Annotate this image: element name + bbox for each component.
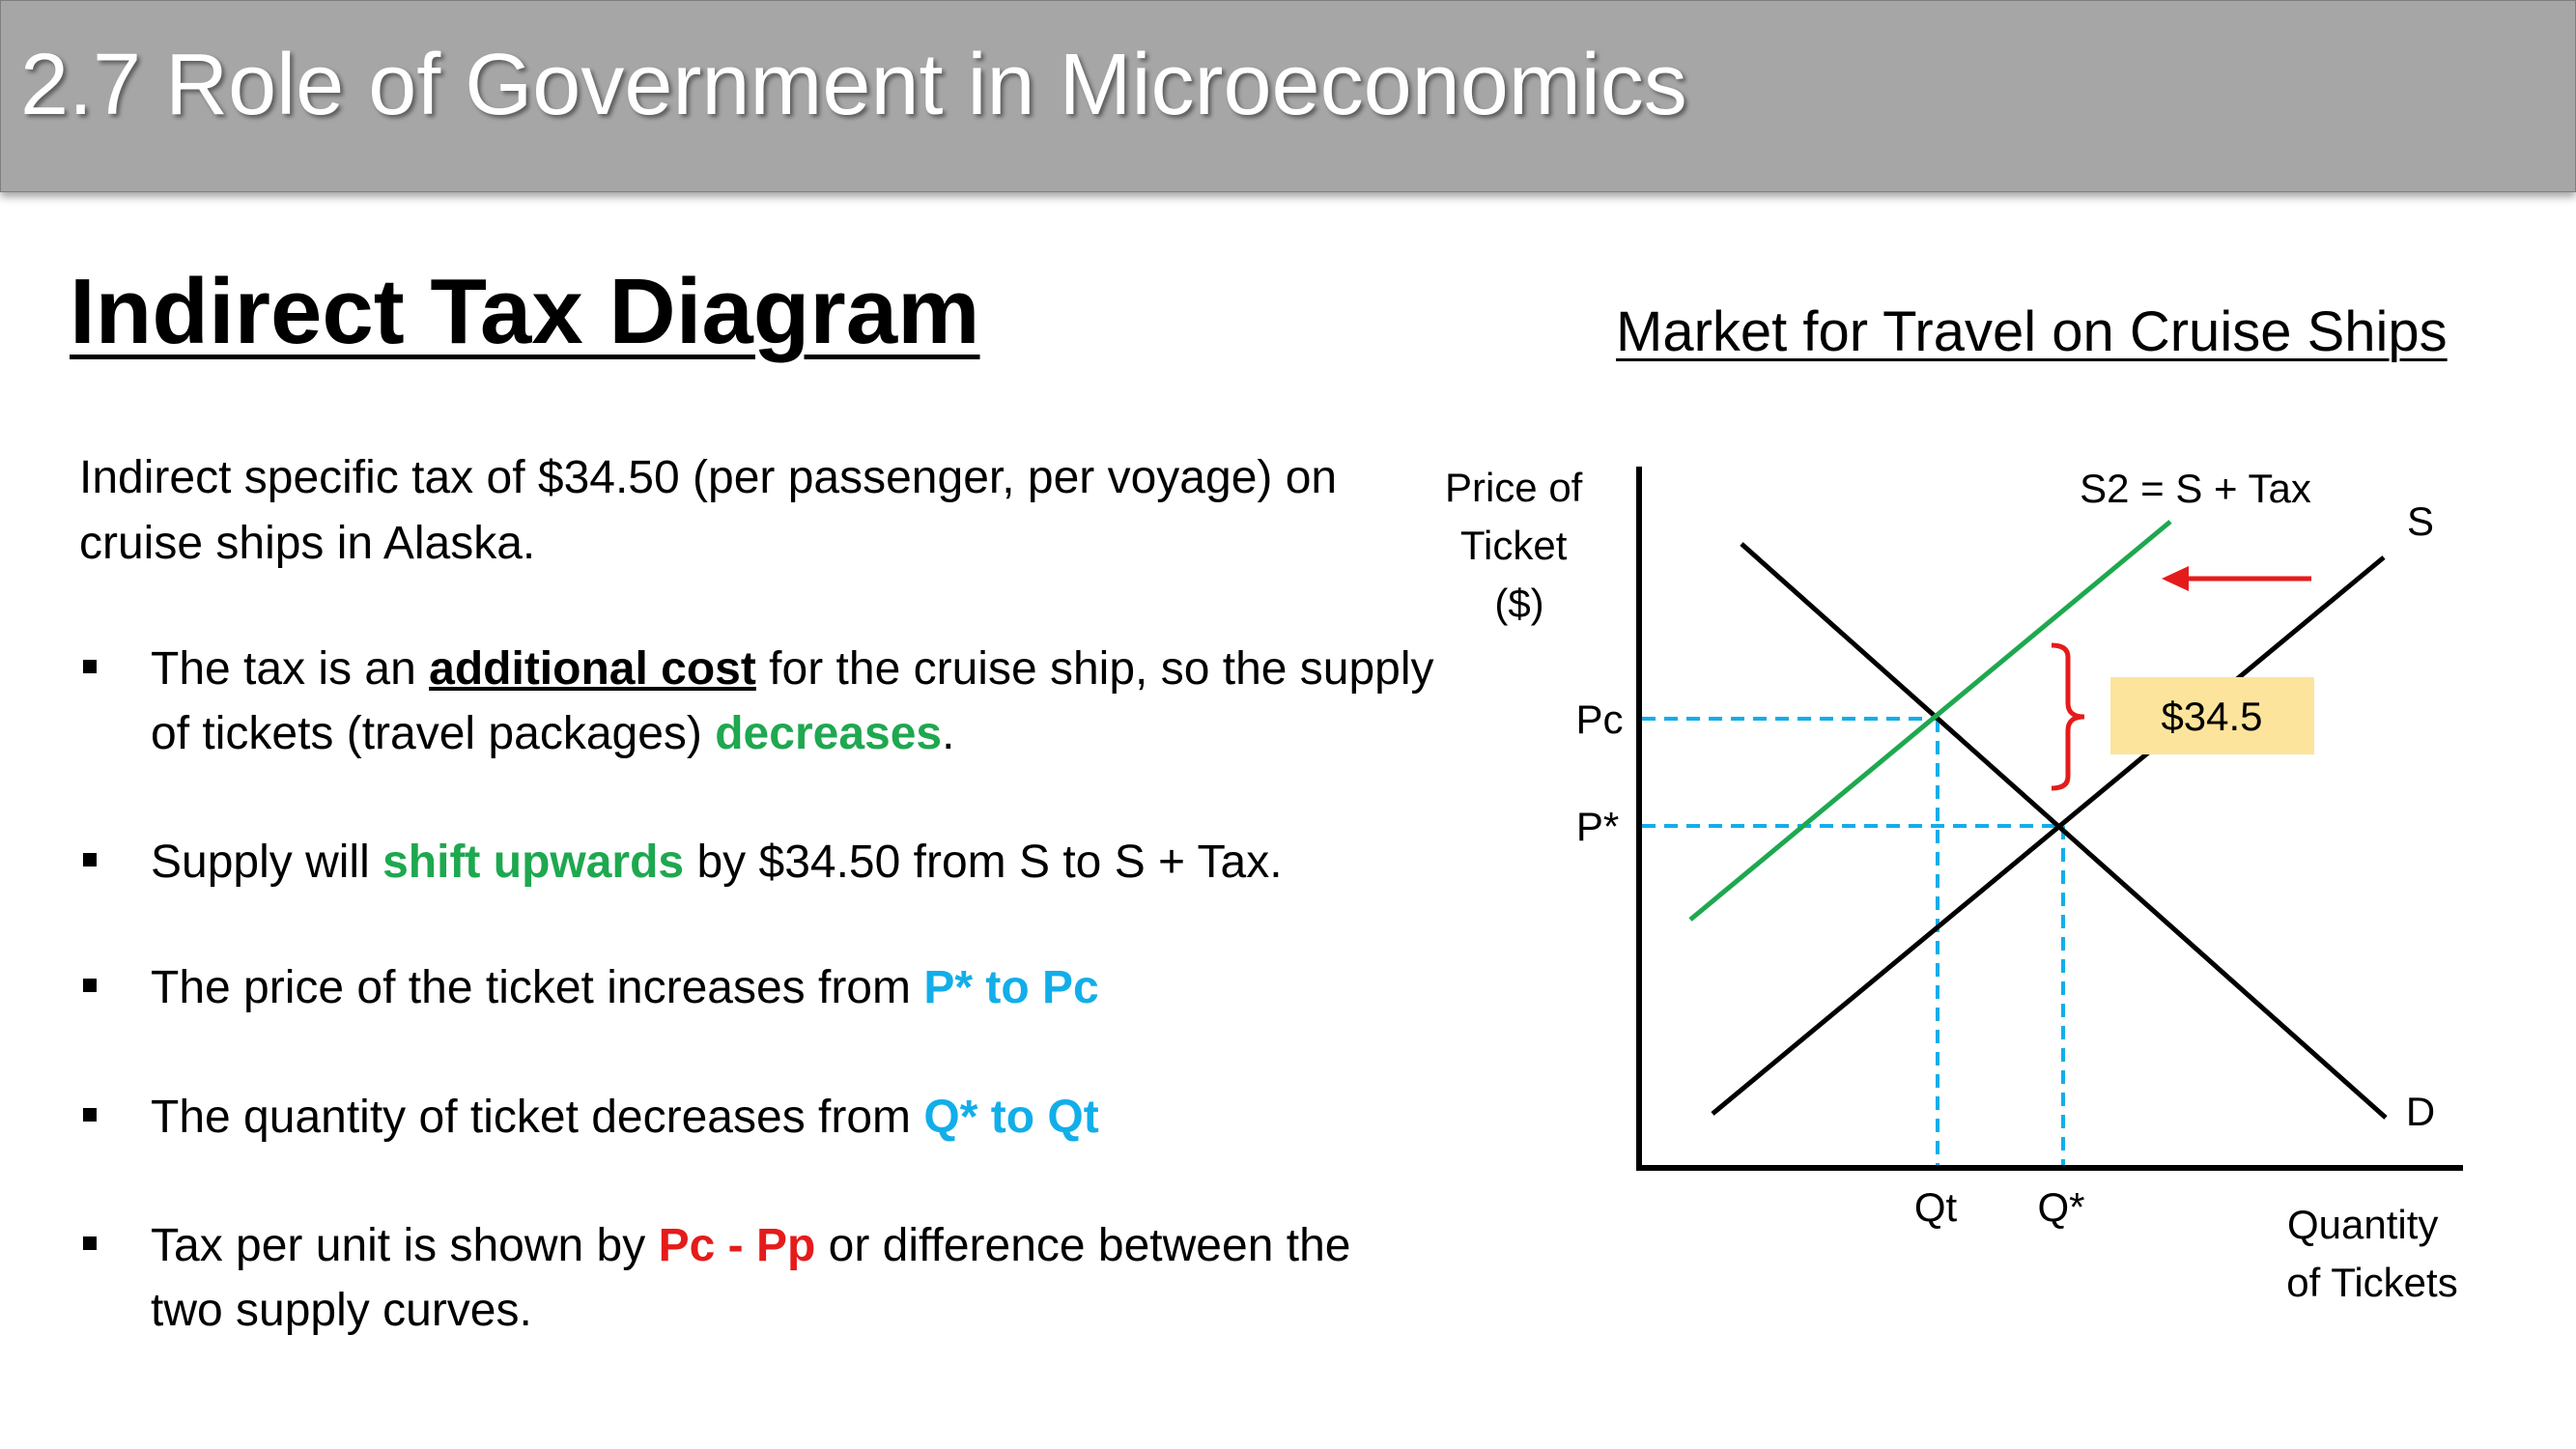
bullet-text: Tax per unit is shown by Pc - Pp or diff… [151, 1213, 1435, 1343]
bullet-text: The price of the ticket increases from P… [151, 955, 1435, 1020]
bullet-text-segment: P* to Pc [923, 962, 1099, 1013]
bullet-text-segment: The price of the ticket increases from [151, 962, 924, 1013]
tax-amount-box [2110, 677, 2314, 754]
bullet-marker [83, 853, 97, 867]
bullet-marker [83, 1236, 97, 1250]
bullet-text-segment: by $34.50 from S to S + Tax. [684, 837, 1283, 888]
bullet-text-segment: Supply will [151, 837, 383, 888]
bullet-text-segment: Tax per unit is shown by [151, 1220, 659, 1271]
x-axis-label: Quantity of Tickets [2286, 1202, 2457, 1305]
supply-label: S [2407, 498, 2434, 544]
y-axis-label-line-2: Ticket [1460, 523, 1568, 568]
bullet-text-segment: The quantity of ticket decreases from [151, 1092, 924, 1143]
slide-heading: Indirect Tax Diagram [70, 260, 980, 363]
bullet-marker [83, 660, 97, 673]
bullet-text-segment: additional cost [429, 643, 756, 695]
diagram-title: Market for Travel on Cruise Ships [1616, 300, 2448, 363]
bullet-text-segment: Q* to Qt [923, 1092, 1099, 1143]
y-axis-label: Price of Ticket ($) [1445, 465, 1594, 626]
tax-amount-label: $34.5 [2161, 694, 2262, 739]
new-supply-label: S2 = S + Tax [2080, 466, 2311, 511]
title-bar: 2.7 Role of Government in Microeconomics [0, 0, 2576, 192]
bullet-text: Supply will shift upwards by $34.50 from… [151, 830, 1435, 895]
bullet-text-segment: . [942, 708, 955, 759]
bullet-marker [83, 979, 97, 992]
bullet-text-segment: The tax is an [151, 643, 430, 695]
bullet-text-segment: for the cruise ship, so the supply of ti… [151, 643, 1434, 759]
guide-lines [1642, 717, 2065, 1165]
bullet-text-segment: decreases [715, 708, 943, 759]
demand-label: D [2406, 1089, 2435, 1134]
bullet-text: The tax is an additional cost for the cr… [151, 637, 1435, 766]
bullet-text-segment: shift upwards [382, 837, 685, 888]
bullet-text: The quantity of ticket decreases from Q*… [151, 1085, 1435, 1150]
pc-label: Pc [1575, 696, 1623, 742]
bullet-text-segment: Pc - Pp [658, 1220, 816, 1271]
tax-bracket [2051, 642, 2085, 791]
intro-paragraph: Indirect specific tax of $34.50 (per pas… [79, 452, 1338, 569]
shift-arrow-head [2162, 566, 2189, 591]
pstar-label: P* [1576, 804, 1619, 849]
x-axis-label-line-2: of Tickets [2286, 1260, 2457, 1305]
new-supply-curve [1688, 520, 2172, 922]
bullet-text-segment: or difference between the two supply cur… [151, 1220, 1351, 1336]
qt-label: Qt [1914, 1184, 1958, 1230]
x-axis-label-line-1: Quantity [2287, 1202, 2438, 1247]
bullet-marker [83, 1108, 97, 1122]
slide-title: 2.7 Role of Government in Microeconomics [20, 37, 1687, 133]
qstar-label: Q* [2037, 1184, 2084, 1230]
y-axis-label-line-1: Price of [1445, 465, 1583, 510]
demand-curve [1740, 542, 2388, 1120]
y-axis-label-line-3: ($) [1494, 581, 1543, 626]
supply-curve [1711, 555, 2386, 1116]
